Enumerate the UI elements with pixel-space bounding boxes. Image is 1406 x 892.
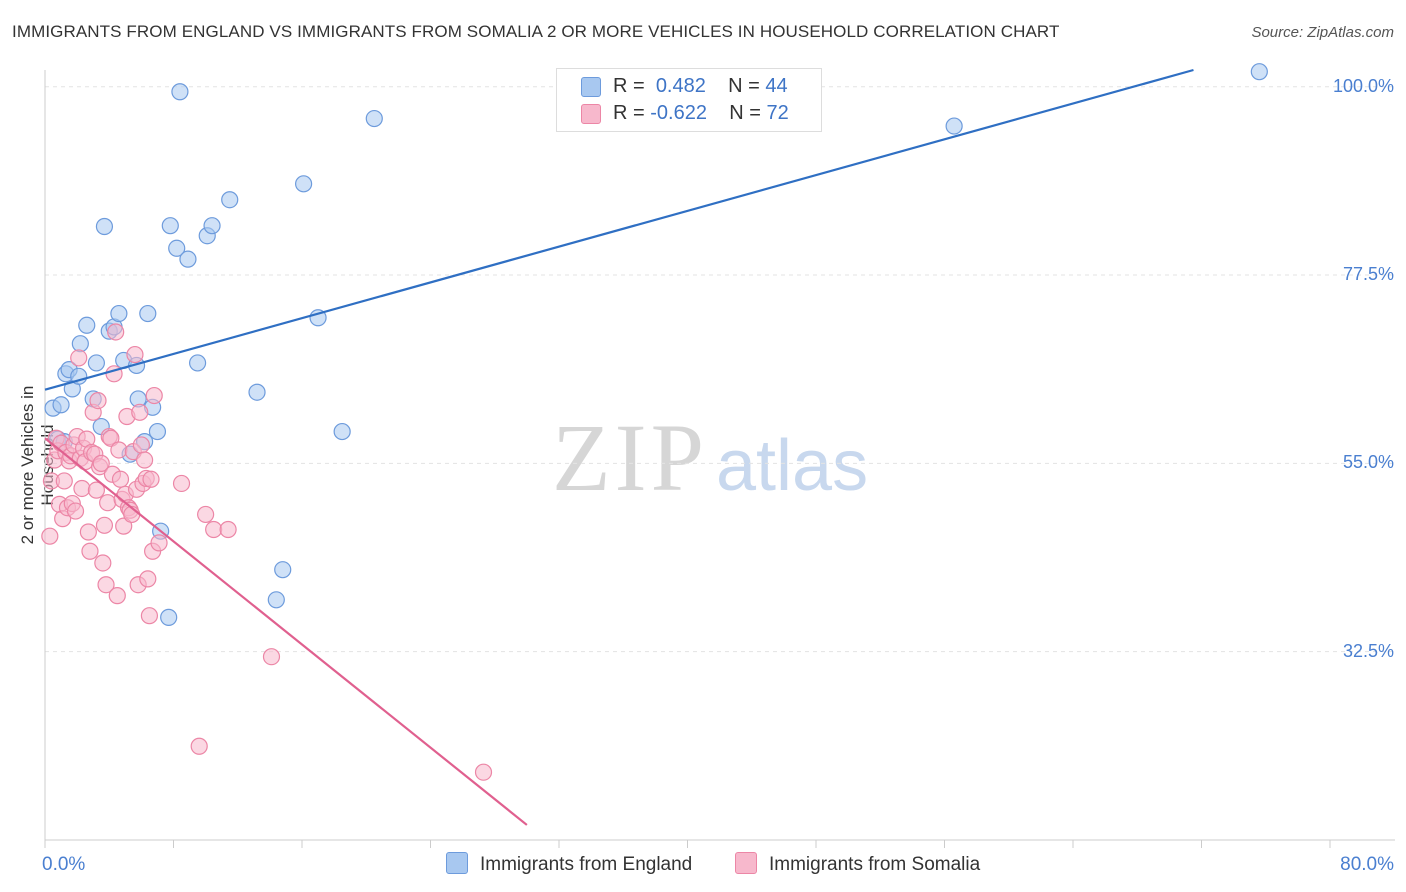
somalia-point <box>197 505 215 524</box>
y-tick-label: 32.5% <box>1342 640 1394 661</box>
england-point <box>267 591 285 609</box>
england-trend-line <box>44 68 1194 391</box>
somalia-point <box>145 386 163 405</box>
england-legend-label: Immigrants from England <box>480 854 693 875</box>
england-point <box>87 354 106 372</box>
somalia-point <box>81 542 99 560</box>
england-point <box>148 422 167 441</box>
somalia-point <box>79 523 97 541</box>
somalia-n-label: N = <box>729 102 761 124</box>
somalia-swatch <box>581 104 601 124</box>
england-point <box>160 608 178 626</box>
y-tick-label: 55.0% <box>1342 452 1394 473</box>
somalia-point <box>55 472 73 490</box>
england-point <box>168 239 186 257</box>
chart-title: IMMIGRANTS FROM ENGLAND VS IMMIGRANTS FR… <box>12 22 1060 41</box>
legend-item-somalia[interactable]: Immigrants from Somalia <box>735 852 980 876</box>
england-point <box>78 316 96 334</box>
england-point <box>365 109 383 128</box>
england-point <box>333 422 351 441</box>
correlation-legend: R = 0.482 N = 44 R = -0.622 N = 72 <box>556 68 822 132</box>
somalia-point <box>135 451 154 469</box>
somalia-point <box>66 502 85 520</box>
somalia-point <box>108 587 126 605</box>
england-point <box>1250 63 1268 81</box>
somalia-point <box>150 534 168 552</box>
somalia-point <box>219 520 237 539</box>
england-point <box>52 396 70 414</box>
somalia-point <box>94 554 112 572</box>
england-point <box>171 83 189 101</box>
england-n-value: 44 <box>765 75 788 97</box>
england-point <box>221 191 239 209</box>
somalia-point <box>126 345 144 364</box>
england-point <box>274 561 292 579</box>
watermark-atlas: atlas <box>716 426 868 506</box>
somalia-point <box>262 648 281 666</box>
somalia-point <box>140 607 159 625</box>
axes <box>44 70 1395 848</box>
y-tick-label: 100.0% <box>1332 75 1394 96</box>
somalia-point <box>102 429 120 447</box>
data-points <box>41 63 1268 781</box>
legend-item-england[interactable]: Immigrants from England <box>446 852 692 876</box>
somalia-point <box>99 494 117 512</box>
grid-lines <box>45 86 1395 653</box>
somalia-point <box>73 479 91 498</box>
england-r-value: 0.482 <box>655 75 706 97</box>
somalia-point <box>115 517 133 535</box>
england-n-label: N = <box>728 75 760 97</box>
somalia-point <box>92 454 110 472</box>
somalia-point <box>89 391 107 410</box>
somalia-point <box>95 516 114 534</box>
somalia-r-label: R = <box>613 102 645 124</box>
england-point <box>71 335 89 353</box>
somalia-point <box>87 481 106 499</box>
england-point <box>188 354 207 372</box>
somalia-legend-swatch <box>735 852 757 874</box>
somalia-point <box>97 576 115 594</box>
england-swatch <box>581 77 601 97</box>
somalia-point <box>41 527 59 545</box>
england-point <box>945 117 963 135</box>
somalia-point <box>172 474 191 493</box>
england-point <box>295 175 313 193</box>
somalia-point <box>142 470 160 488</box>
somalia-point <box>190 737 208 755</box>
england-point <box>110 304 128 323</box>
england-legend-swatch <box>446 852 468 874</box>
x-tick-max: 80.0% <box>1340 854 1394 875</box>
somalia-point <box>132 436 150 454</box>
england-point <box>248 383 266 401</box>
england-point <box>161 217 179 235</box>
somalia-point <box>474 763 493 781</box>
somalia-point <box>139 570 157 588</box>
somalia-point <box>205 520 223 539</box>
england-point <box>95 217 114 236</box>
england-point <box>179 250 197 268</box>
somalia-point <box>107 323 125 341</box>
y-tick-label: 77.5% <box>1342 264 1394 285</box>
x-tick-min: 0.0% <box>42 854 86 875</box>
source-label: Source: ZipAtlas.com <box>1251 24 1394 41</box>
somalia-point <box>70 349 88 367</box>
england-point <box>139 304 157 323</box>
somalia-n-value: 72 <box>766 102 789 124</box>
england-point <box>203 217 221 235</box>
somalia-trend-line <box>44 437 528 826</box>
somalia-point <box>111 470 130 488</box>
trend-lines <box>44 68 1194 826</box>
somalia-point <box>110 441 128 459</box>
somalia-r-value: -0.622 <box>650 102 707 124</box>
watermark-zip: ZIP <box>552 404 708 511</box>
somalia-point <box>131 403 149 421</box>
somalia-legend-label: Immigrants from Somalia <box>769 854 981 875</box>
england-r-label: R = <box>613 75 645 97</box>
